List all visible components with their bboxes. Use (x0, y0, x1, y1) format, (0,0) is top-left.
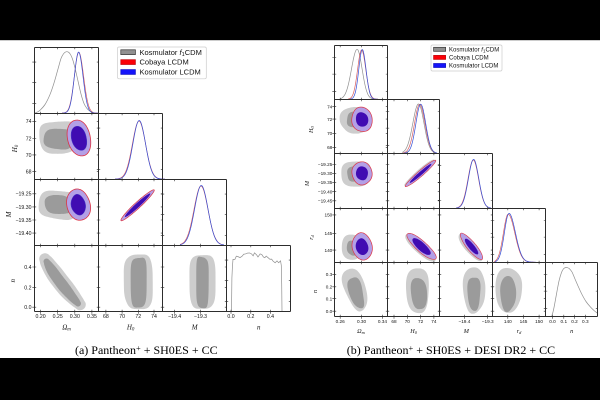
svg-text:0.25: 0.25 (53, 314, 63, 320)
svg-text:0.1: 0.1 (326, 296, 333, 301)
svg-text:M: M (304, 180, 311, 187)
svg-text:0.0: 0.0 (227, 314, 234, 320)
svg-text:−19.45: −19.45 (318, 198, 333, 203)
svg-text:Ωm: Ωm (357, 328, 365, 335)
svg-text:150: 150 (324, 213, 332, 218)
svg-text:0.34: 0.34 (378, 319, 388, 324)
svg-text:0.30: 0.30 (357, 319, 367, 324)
svg-text:70: 70 (405, 319, 411, 324)
svg-text:−19.35: −19.35 (318, 180, 333, 185)
svg-text:Kosmulator LCDM: Kosmulator LCDM (449, 64, 498, 70)
svg-text:H0: H0 (308, 126, 315, 134)
svg-text:0.0: 0.0 (549, 319, 556, 324)
svg-text:−19.4: −19.4 (168, 314, 181, 320)
svg-text:0.26: 0.26 (336, 319, 346, 324)
svg-text:−19.3: −19.3 (194, 314, 207, 320)
svg-text:rd: rd (517, 328, 522, 335)
svg-text:−19.25: −19.25 (318, 162, 333, 167)
svg-text:0.30: 0.30 (70, 314, 80, 320)
svg-text:Kosmulator f1CDM: Kosmulator f1CDM (140, 48, 202, 58)
svg-text:0.20: 0.20 (36, 314, 46, 320)
svg-text:0.2: 0.2 (326, 284, 333, 289)
svg-text:70: 70 (26, 153, 32, 159)
svg-text:n: n (257, 324, 261, 332)
svg-text:(b) Pantheon+ + SH0ES + DESI D: (b) Pantheon+ + SH0ES + DESI DR2 + CC (347, 343, 555, 357)
svg-text:150: 150 (535, 319, 543, 324)
svg-text:−19.40: −19.40 (15, 231, 31, 237)
svg-text:70: 70 (119, 314, 125, 320)
svg-text:68: 68 (327, 145, 333, 150)
svg-text:145: 145 (324, 231, 332, 236)
svg-text:−19.30: −19.30 (318, 171, 333, 176)
svg-text:H0: H0 (126, 324, 135, 333)
svg-text:74: 74 (151, 314, 157, 320)
svg-text:0.3: 0.3 (326, 272, 333, 277)
svg-text:72: 72 (26, 136, 32, 142)
svg-text:72: 72 (135, 314, 141, 320)
svg-text:Cobaya LCDM: Cobaya LCDM (449, 56, 489, 62)
svg-text:Ωm: Ωm (62, 324, 71, 333)
svg-text:n: n (9, 279, 17, 283)
svg-text:74: 74 (327, 104, 333, 109)
svg-text:M: M (463, 328, 470, 335)
svg-text:0.2: 0.2 (571, 319, 578, 324)
svg-text:0.0: 0.0 (24, 305, 31, 311)
svg-text:70: 70 (327, 131, 333, 136)
svg-text:0.4: 0.4 (267, 314, 274, 320)
svg-text:−19.4: −19.4 (458, 319, 470, 324)
svg-text:74: 74 (431, 319, 437, 324)
svg-text:0.1: 0.1 (561, 319, 568, 324)
svg-text:−19.40: −19.40 (318, 189, 333, 194)
svg-text:M: M (191, 324, 199, 332)
svg-text:68: 68 (391, 319, 397, 324)
svg-text:68: 68 (103, 314, 109, 320)
svg-text:74: 74 (26, 119, 32, 125)
svg-text:68: 68 (26, 169, 32, 175)
svg-text:Cobaya LCDM: Cobaya LCDM (140, 58, 189, 67)
svg-text:Kosmulator f1CDM: Kosmulator f1CDM (449, 47, 499, 53)
svg-text:n: n (312, 290, 319, 293)
svg-text:145: 145 (520, 319, 528, 324)
svg-text:0.2: 0.2 (24, 286, 31, 292)
svg-text:140: 140 (324, 248, 332, 253)
svg-text:(a) Pantheon+ + SH0ES + CC: (a) Pantheon+ + SH0ES + CC (75, 343, 218, 357)
svg-text:rd: rd (308, 234, 315, 239)
svg-text:H0: H0 (409, 328, 417, 335)
svg-text:n: n (570, 328, 573, 335)
svg-text:Kosmulator LCDM: Kosmulator LCDM (140, 68, 201, 77)
svg-text:140: 140 (504, 319, 512, 324)
svg-text:−19.30: −19.30 (15, 205, 31, 211)
svg-text:−19.25: −19.25 (15, 192, 31, 198)
svg-text:−19.3: −19.3 (482, 319, 494, 324)
svg-text:−19.35: −19.35 (15, 218, 31, 224)
svg-text:0.2: 0.2 (247, 314, 254, 320)
svg-text:0.4: 0.4 (24, 265, 31, 271)
svg-text:72: 72 (327, 117, 333, 122)
svg-text:M: M (5, 210, 13, 218)
svg-text:72: 72 (418, 319, 424, 324)
svg-text:0.0: 0.0 (326, 309, 333, 314)
svg-text:H0: H0 (11, 144, 20, 153)
svg-text:0.35: 0.35 (87, 314, 97, 320)
svg-text:0.3: 0.3 (582, 319, 589, 324)
